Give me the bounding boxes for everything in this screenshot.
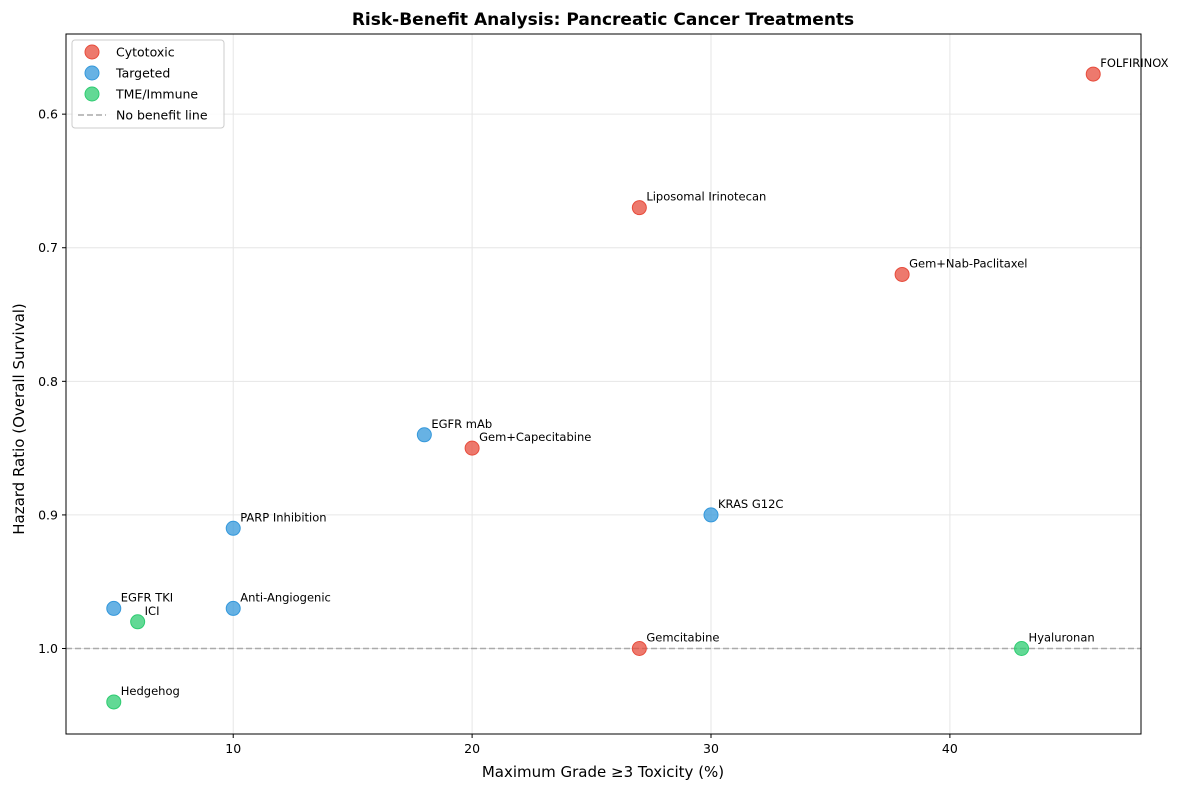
data-point [106,694,122,710]
point-label: Gem+Capecitabine [479,430,591,444]
y-axis-ticks: 0.6 0.7 0.8 0.9 1.0 [38,107,66,656]
data-point [106,600,122,616]
point-label: EGFR TKI [121,590,173,604]
point-label: Hedgehog [121,684,180,698]
point-labels: FOLFIRINOX Liposomal Irinotecan Gem+Nab-Pa… [121,56,1169,698]
legend-marker [84,65,100,81]
x-axis-label: Maximum Grade ≥3 Toxicity (%) [482,763,724,781]
grid [66,34,1141,734]
point-label: Gem+Nab-Paclitaxel [909,256,1027,270]
point-label: ICI [145,604,160,618]
data-point [703,507,719,523]
point-label: FOLFIRINOX [1100,56,1168,70]
data-points [106,66,1101,710]
data-point [464,440,480,456]
legend-entry: Cytotoxic [116,45,175,60]
x-tick-label: 10 [225,741,241,756]
y-tick-label: 0.9 [38,507,58,522]
legend: Cytotoxic Targeted TME/Immune No benefit li… [71,39,225,129]
data-point [631,200,647,216]
chart-title: Risk-Benefit Analysis: Pancreatic Cancer… [352,10,854,30]
y-tick-label: 0.7 [38,240,58,255]
y-tick-label: 0.8 [38,374,58,389]
point-label: KRAS G12C [718,497,783,511]
legend-marker [84,86,100,102]
data-point [225,520,241,536]
x-axis-ticks: 10 20 30 40 [225,734,958,756]
y-tick-label: 1.0 [38,641,58,656]
legend-entry: Targeted [115,66,170,81]
legend-entry: No benefit line [116,108,208,123]
data-point [130,614,146,630]
data-point [894,266,910,282]
data-point [416,427,432,443]
point-label: Gemcitabine [646,631,719,645]
point-label: Liposomal Irinotecan [646,190,766,204]
data-point [1014,641,1030,657]
plot-frame [65,33,1142,735]
y-axis-label: Hazard Ratio (Overall Survival) [10,303,28,535]
point-label: Anti-Angiogenic [240,590,331,604]
legend-box [71,39,225,129]
x-tick-label: 40 [942,741,958,756]
point-label: EGFR mAb [431,417,492,431]
point-label: PARP Inhibition [240,510,326,524]
legend-entry: TME/Immune [115,87,198,102]
x-tick-label: 30 [703,741,719,756]
point-label: Hyaluronan [1029,631,1095,645]
data-point [1085,66,1101,82]
x-tick-label: 20 [464,741,480,756]
y-tick-label: 0.6 [38,107,58,122]
data-point [631,641,647,657]
data-point [225,600,241,616]
legend-marker [84,44,100,60]
